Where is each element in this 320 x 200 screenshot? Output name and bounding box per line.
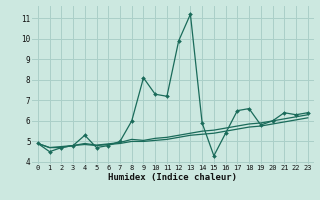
- X-axis label: Humidex (Indice chaleur): Humidex (Indice chaleur): [108, 173, 237, 182]
